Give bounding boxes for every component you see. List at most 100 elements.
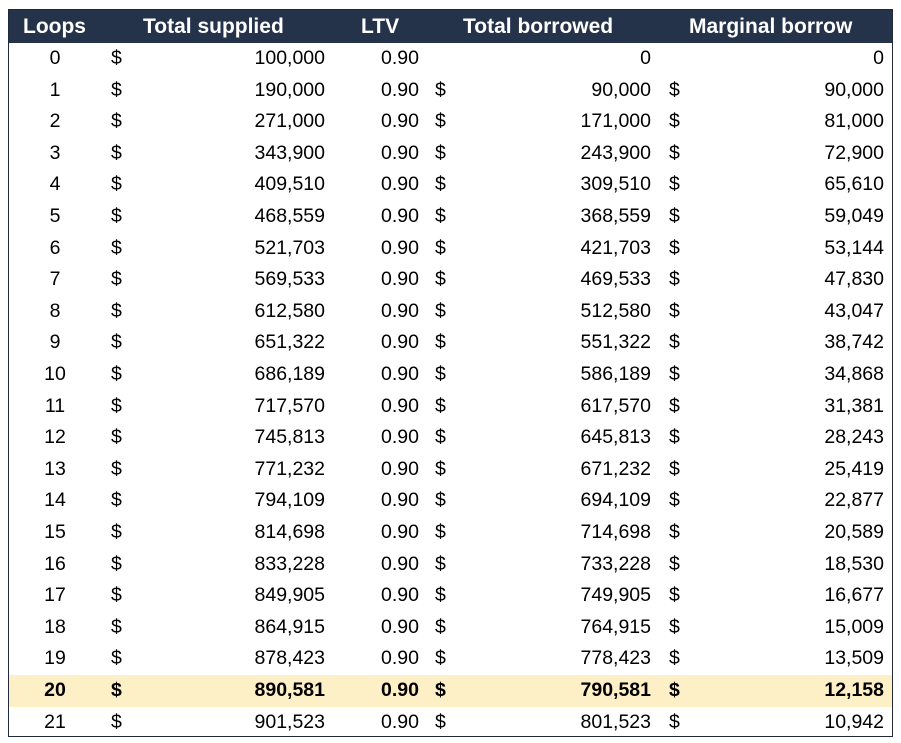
table-row: 18 $864,915 0.90 $764,915 $15,009 [9, 612, 892, 644]
marginal-borrow-cell: 13,509 [824, 647, 884, 670]
loops-cell: 20 [44, 679, 66, 701]
supplied-dollar-sign: $ [111, 552, 122, 575]
loops-cell: 2 [49, 110, 61, 133]
total-borrowed-cell: 551,322 [580, 331, 652, 354]
borrowed-dollar-sign: $ [435, 647, 446, 670]
supplied-dollar-sign: $ [111, 141, 122, 164]
loops-cell: 5 [49, 205, 61, 227]
total-supplied-cell: 745,813 [254, 426, 326, 449]
borrowed-dollar-sign: $ [435, 236, 446, 259]
ltv-cell: 0.90 [381, 679, 419, 701]
table-row: 21 $901,523 0.90 $801,523 $10,942 [9, 707, 892, 739]
total-borrowed-cell: 90,000 [591, 78, 651, 101]
supplied-dollar-sign: $ [111, 521, 122, 543]
table-row: 1 $190,000 0.90 $90,000 $90,000 [9, 75, 892, 107]
marginal-dollar-sign: $ [669, 394, 680, 417]
supplied-dollar-sign: $ [111, 710, 122, 733]
table-row: 19 $878,423 0.90 $778,423 $13,509 [9, 643, 892, 675]
table-row: 7 $569,533 0.90 $469,533 $47,830 [9, 264, 892, 296]
total-supplied-cell: 569,533 [254, 268, 326, 291]
loops-cell: 9 [49, 331, 61, 354]
ltv-cell: 0.90 [381, 299, 419, 322]
supplied-dollar-sign: $ [111, 363, 122, 385]
loops-cell: 18 [44, 615, 66, 638]
table-row: 8 $612,580 0.90 $512,580 $43,047 [9, 296, 892, 328]
marginal-borrow-cell: 28,243 [824, 426, 884, 449]
table-row: 6 $521,703 0.90 $421,703 $53,144 [9, 233, 892, 265]
loops-cell: 3 [49, 141, 61, 164]
ltv-cell: 0.90 [381, 141, 419, 164]
total-supplied-cell: 771,232 [254, 457, 326, 480]
total-borrowed-cell: 694,109 [580, 489, 652, 512]
total-borrowed-cell: 243,900 [580, 141, 652, 164]
header-total-supplied: Total supplied [143, 15, 284, 38]
ltv-cell: 0.90 [381, 205, 419, 227]
ltv-cell: 0.90 [381, 426, 419, 449]
total-supplied-cell: 717,570 [254, 394, 326, 417]
loops-cell: 21 [44, 710, 66, 733]
loops-cell: 0 [49, 47, 61, 69]
supplied-dollar-sign: $ [111, 173, 122, 196]
total-supplied-cell: 878,423 [254, 647, 326, 670]
marginal-dollar-sign: $ [669, 457, 680, 480]
total-borrowed-cell: 421,703 [580, 236, 652, 259]
total-supplied-cell: 864,915 [254, 615, 326, 638]
total-borrowed-cell: 586,189 [580, 363, 652, 385]
total-supplied-cell: 833,228 [254, 552, 326, 575]
marginal-dollar-sign: $ [669, 173, 680, 196]
ltv-cell: 0.90 [381, 268, 419, 291]
marginal-borrow-cell: 22,877 [824, 489, 884, 512]
supplied-dollar-sign: $ [111, 47, 122, 69]
borrowed-dollar-sign: $ [435, 552, 446, 575]
marginal-dollar-sign: $ [669, 268, 680, 291]
marginal-borrow-cell: 72,900 [824, 141, 884, 164]
ltv-cell: 0.90 [381, 457, 419, 480]
borrowed-dollar-sign: $ [435, 173, 446, 196]
total-supplied-cell: 794,109 [254, 489, 326, 512]
ltv-cell: 0.90 [381, 647, 419, 670]
total-borrowed-cell: 617,570 [580, 394, 652, 417]
ltv-cell: 0.90 [381, 363, 419, 385]
header-loops: Loops [23, 15, 86, 38]
marginal-dollar-sign: $ [669, 363, 680, 385]
total-borrowed-cell: 764,915 [580, 615, 652, 638]
ltv-cell: 0.90 [381, 521, 419, 543]
borrowed-dollar-sign: $ [435, 679, 446, 701]
header-total-borrowed: Total borrowed [463, 15, 614, 38]
total-supplied-cell: 612,580 [254, 299, 326, 322]
borrowed-dollar-sign: $ [435, 710, 446, 733]
marginal-dollar-sign: $ [669, 110, 680, 133]
total-borrowed-cell: 171,000 [580, 110, 652, 133]
marginal-borrow-cell: 0 [873, 47, 884, 69]
total-supplied-cell: 190,000 [254, 78, 326, 101]
table-header: Loops Total supplied LTV Total borrowed … [9, 10, 892, 43]
table-row: 15 $814,698 0.90 $714,698 $20,589 [9, 517, 892, 549]
borrowed-dollar-sign: $ [435, 489, 446, 512]
supplied-dollar-sign: $ [111, 110, 122, 133]
marginal-borrow-cell: 38,742 [824, 331, 884, 354]
borrowed-dollar-sign: $ [435, 521, 446, 543]
loop-table: Loops Total supplied LTV Total borrowed … [8, 9, 893, 737]
ltv-cell: 0.90 [381, 552, 419, 575]
borrowed-dollar-sign: $ [435, 299, 446, 322]
marginal-borrow-cell: 12,158 [824, 679, 884, 701]
marginal-dollar-sign: $ [669, 647, 680, 670]
borrowed-dollar-sign: $ [435, 110, 446, 133]
loops-cell: 4 [49, 173, 61, 196]
total-borrowed-cell: 309,510 [580, 173, 652, 196]
marginal-dollar-sign: $ [669, 615, 680, 638]
borrowed-dollar-sign: $ [435, 363, 446, 385]
marginal-borrow-cell: 65,610 [824, 173, 884, 196]
supplied-dollar-sign: $ [111, 299, 122, 322]
ltv-cell: 0.90 [381, 394, 419, 417]
borrowed-dollar-sign: $ [435, 141, 446, 164]
loops-cell: 10 [44, 363, 66, 385]
borrowed-dollar-sign: $ [435, 331, 446, 354]
borrowed-dollar-sign: $ [435, 584, 446, 607]
table-row: 12 $745,813 0.90 $645,813 $28,243 [9, 422, 892, 454]
marginal-borrow-cell: 59,049 [824, 205, 884, 227]
table-row: 5 $468,559 0.90 $368,559 $59,049 [9, 201, 892, 233]
total-borrowed-cell: 733,228 [580, 552, 652, 575]
total-borrowed-cell: 778,423 [580, 647, 652, 670]
loops-cell: 15 [44, 521, 66, 543]
